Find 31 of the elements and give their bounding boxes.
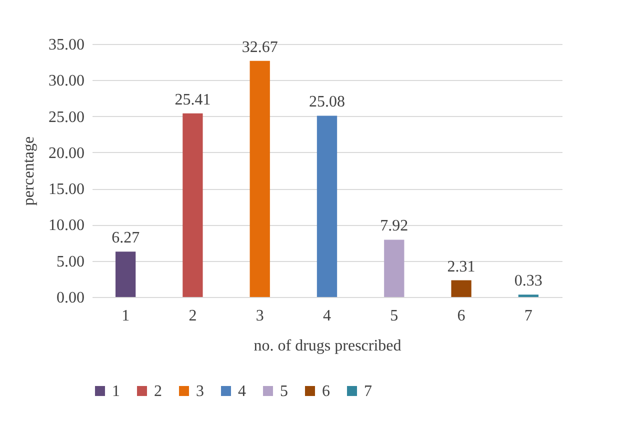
x-tick-label: 3 <box>256 308 264 324</box>
legend-label: 3 <box>196 383 204 400</box>
data-label: 6.27 <box>112 230 140 247</box>
legend-label: 5 <box>280 383 288 400</box>
x-axis-title: no. of drugs prescribed <box>254 338 402 354</box>
data-label: 7.92 <box>380 218 408 235</box>
y-tick-label: 20.00 <box>48 144 84 162</box>
x-tick-label: 2 <box>188 308 197 324</box>
x-tick-label: 6 <box>457 308 466 324</box>
x-tick-label: 4 <box>323 308 331 324</box>
data-label: 2.31 <box>447 258 476 276</box>
x-tick-label: 5 <box>390 308 398 324</box>
legend-label: 1 <box>112 383 120 400</box>
x-tick-label: 7 <box>524 308 532 324</box>
legend-label: 2 <box>154 383 162 400</box>
legend-label: 7 <box>364 383 372 400</box>
y-tick-label: 0.00 <box>56 290 84 306</box>
data-label: 25.41 <box>174 91 211 108</box>
y-tick-label: 5.00 <box>56 253 84 270</box>
y-tick-label: 35.00 <box>48 36 84 54</box>
y-tick-label: 30.00 <box>48 72 84 90</box>
y-tick-label: 15.00 <box>48 181 84 198</box>
data-label: 25.08 <box>309 94 345 111</box>
data-label: 0.33 <box>514 272 542 290</box>
x-tick-label: 1 <box>122 308 130 324</box>
legend-label: 6 <box>322 383 330 400</box>
y-axis-title: percentage <box>20 136 38 206</box>
y-tick-label: 25.00 <box>48 108 84 126</box>
y-tick-label: 10.00 <box>48 217 84 234</box>
data-label: 32.67 <box>242 38 278 56</box>
legend-label: 4 <box>238 383 246 400</box>
